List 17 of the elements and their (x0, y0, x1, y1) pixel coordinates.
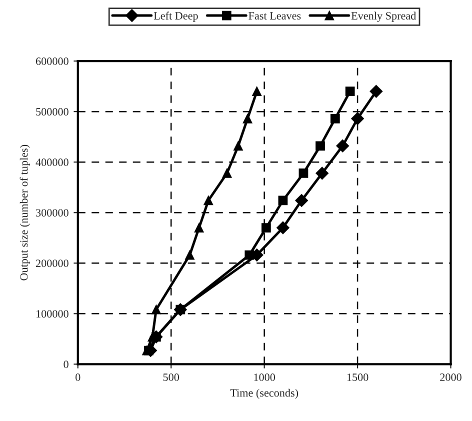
y-tick-label: 200000 (36, 260, 68, 268)
y-tick-label: 500000 (36, 108, 68, 116)
x-tick-label: 1500 (347, 374, 368, 382)
y-tick-label: 100000 (36, 310, 68, 318)
x-axis-title: Time (seconds) (230, 388, 298, 399)
legend-label: Fast Leaves (248, 12, 301, 20)
y-tick-label: 0 (64, 360, 68, 368)
x-tick-label: 0 (76, 374, 80, 382)
y-tick-label: 300000 (36, 209, 68, 217)
x-tick-label: 1000 (254, 374, 276, 382)
y-tick-label: 600000 (36, 58, 68, 66)
legend-label: Evenly Spread (351, 12, 416, 22)
legend-label: Left Deep (154, 12, 198, 22)
y-axis-title: Output size (number of tuples) (20, 144, 30, 280)
x-tick-label: 2000 (440, 374, 462, 382)
x-tick-label: 500 (163, 374, 180, 382)
y-tick-label: 400000 (36, 158, 68, 166)
